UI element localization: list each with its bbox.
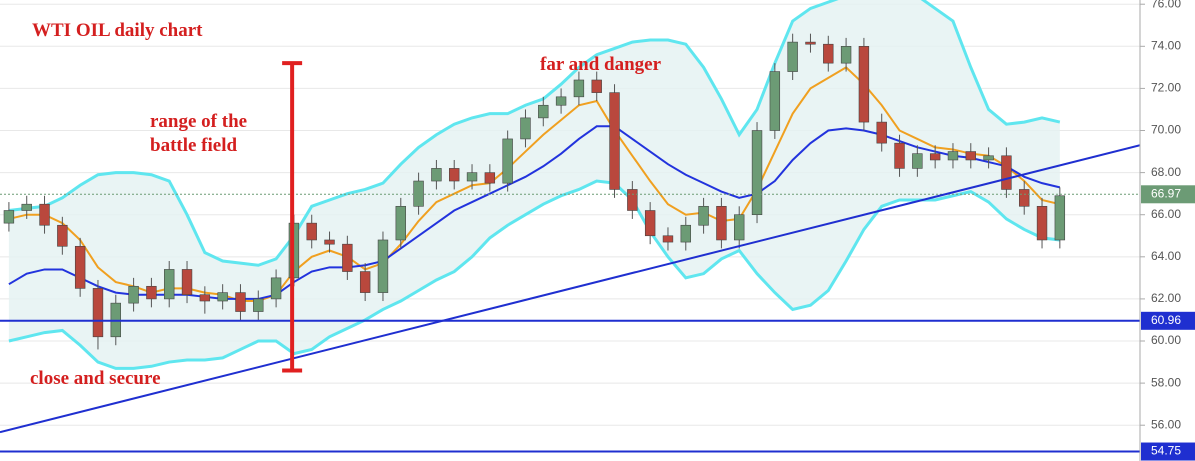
candle-body <box>1001 155 1012 190</box>
band-lower <box>8 179 1061 370</box>
candle-body <box>894 142 905 169</box>
candle-body <box>466 172 478 182</box>
y-tick-label: 60.00 <box>1151 333 1181 347</box>
candle-body <box>644 210 656 237</box>
candle-body <box>1054 195 1066 241</box>
y-tick-label: 56.00 <box>1151 417 1181 431</box>
candle-body <box>377 239 389 293</box>
candle-body <box>359 271 371 293</box>
candle-body <box>92 288 104 338</box>
candle-body <box>823 43 834 64</box>
candle-body <box>324 239 335 245</box>
price-label: 66.97 <box>1151 186 1181 200</box>
price-label: 54.75 <box>1151 444 1181 458</box>
candle-body <box>484 172 496 184</box>
candle-body <box>431 168 442 182</box>
candle-body <box>573 79 585 98</box>
candle-body <box>947 151 959 161</box>
candle-body <box>217 292 228 302</box>
candle-body <box>555 96 567 106</box>
candle-body <box>751 130 763 216</box>
y-tick-label: 62.00 <box>1151 291 1181 305</box>
candle-body <box>716 205 727 241</box>
candle-body <box>449 168 460 182</box>
candle-body <box>787 41 798 72</box>
annotation: close and secure <box>30 368 161 389</box>
candle-body <box>627 189 638 211</box>
candle-body <box>164 269 175 300</box>
candle-body <box>413 180 424 207</box>
band-upper <box>8 0 1061 267</box>
price-marker <box>1141 185 1195 204</box>
candle-body <box>235 292 246 312</box>
y-tick-label: 70.00 <box>1151 123 1181 137</box>
price-marker <box>1141 311 1195 330</box>
candle-body <box>698 205 709 226</box>
candle-body <box>342 243 353 272</box>
candle-body <box>57 224 68 247</box>
y-tick-label: 74.00 <box>1151 38 1181 52</box>
candle-body <box>734 214 745 241</box>
annotation: range of the <box>150 111 247 132</box>
candle-body <box>591 79 602 93</box>
candle-body <box>520 117 531 140</box>
candle-body <box>21 203 32 211</box>
candle-body <box>858 46 870 123</box>
candle-body <box>199 294 211 302</box>
candle-body <box>74 245 86 289</box>
annotation: battle field <box>150 135 238 156</box>
candle-body <box>769 71 781 131</box>
y-tick-label: 66.00 <box>1151 207 1181 221</box>
candle-body <box>876 121 887 144</box>
price-label: 60.96 <box>1151 313 1181 327</box>
trend-line <box>0 144 1140 434</box>
y-axis: 56.00 58.00 60.00 62.00 64.00 66.00 68.00 70.00… <box>1140 0 1195 461</box>
y-tick-label: 72.00 <box>1151 81 1181 95</box>
candle-body <box>983 155 994 161</box>
candle-body <box>840 46 852 64</box>
band-fill <box>8 0 1060 369</box>
candle-body <box>306 222 317 241</box>
candle-body <box>929 153 941 161</box>
y-tick-label: 76.00 <box>1151 0 1181 10</box>
candle-body <box>146 285 157 300</box>
y-tick-label: 68.00 <box>1151 165 1181 179</box>
candle-body <box>502 138 513 184</box>
candle-body <box>609 92 620 190</box>
annotations: WTI OIL daily chart range of the battle f… <box>30 20 662 389</box>
y-tick-label: 64.00 <box>1151 249 1181 263</box>
candle-body <box>253 298 264 312</box>
candle-body <box>912 153 923 169</box>
candle-body <box>538 104 549 119</box>
price-marker <box>1141 442 1195 461</box>
candle-body <box>805 41 816 45</box>
annotation: far and danger <box>540 54 662 75</box>
plot-area <box>0 0 1140 453</box>
candle-body <box>39 203 50 226</box>
candle-body <box>680 224 691 243</box>
candle-body <box>965 151 976 161</box>
candle-body <box>3 210 15 224</box>
candle-body <box>181 269 193 296</box>
chart-title: WTI OIL daily chart <box>32 20 203 41</box>
candle-body <box>270 277 282 300</box>
candle-body <box>1019 189 1030 207</box>
candle-body <box>1036 205 1048 241</box>
candle-body <box>128 285 139 304</box>
candle-body <box>395 205 406 241</box>
y-tick-label: 58.00 <box>1151 375 1181 389</box>
candle-body <box>662 235 674 243</box>
